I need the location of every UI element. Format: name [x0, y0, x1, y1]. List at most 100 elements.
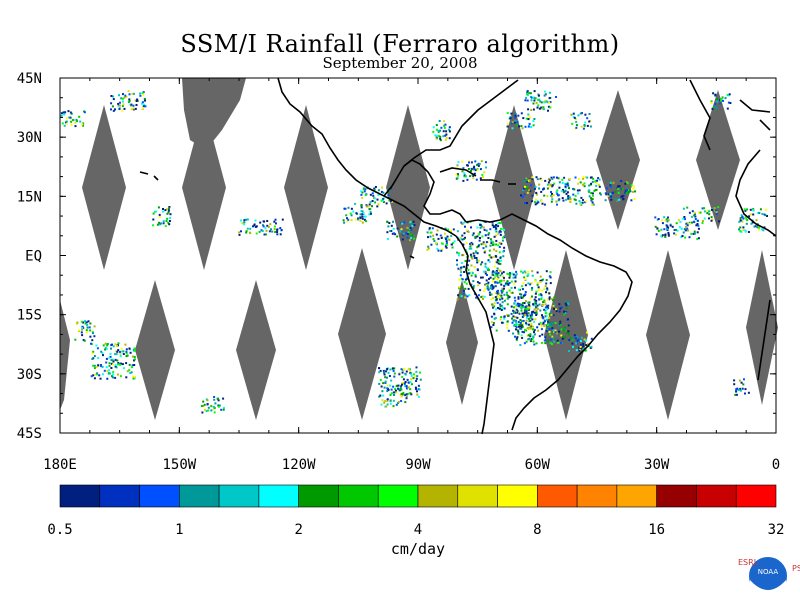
rain-pixel — [484, 265, 487, 268]
rain-pixel — [487, 267, 490, 270]
rain-pixel — [526, 314, 529, 317]
rain-pixel — [486, 287, 489, 290]
rain-pixel — [404, 232, 407, 235]
rain-pixel — [111, 343, 113, 346]
rain-pixel — [585, 200, 588, 203]
rain-pixel — [529, 189, 532, 192]
rain-pixel — [517, 297, 520, 300]
rain-pixel — [386, 398, 389, 401]
rain-pixel — [155, 210, 157, 213]
rain-pixel — [560, 190, 563, 193]
rain-pixel — [128, 93, 131, 96]
rain-pixel — [469, 175, 472, 178]
rain-pixel — [527, 306, 530, 309]
rain-pixel — [460, 221, 463, 224]
rain-pixel — [110, 347, 112, 350]
rain-pixel — [409, 221, 412, 224]
rain-pixel — [570, 337, 572, 339]
rain-pixel — [476, 169, 479, 172]
rain-pixel — [493, 235, 496, 238]
rain-pixel — [450, 243, 453, 246]
rain-pixel — [766, 215, 768, 217]
rain-pixel — [527, 338, 530, 341]
rain-pixel — [535, 309, 538, 312]
rain-pixel — [534, 292, 537, 295]
rain-pixel — [360, 190, 363, 193]
rain-pixel — [527, 334, 530, 337]
rain-pixel — [494, 229, 497, 232]
rain-pixel — [470, 167, 473, 170]
rain-pixel — [711, 107, 714, 110]
rain-pixel — [489, 293, 492, 296]
rain-pixel — [515, 338, 518, 341]
rain-pixel — [598, 178, 601, 181]
rain-pixel — [508, 295, 511, 298]
rain-pixel — [109, 355, 112, 358]
rain-pixel — [133, 358, 136, 361]
rain-pixel — [91, 358, 94, 360]
rain-pixel — [385, 400, 388, 402]
rain-pixel — [520, 326, 523, 329]
rain-pixel — [276, 228, 279, 231]
rain-pixel — [579, 343, 582, 346]
rain-pixel — [255, 225, 258, 228]
rain-pixel — [468, 294, 471, 297]
rain-pixel — [549, 276, 552, 279]
rain-pixel — [481, 261, 484, 264]
rain-pixel — [522, 312, 525, 315]
rain-pixel — [409, 368, 411, 371]
rain-pixel — [548, 91, 551, 94]
rain-pixel — [524, 125, 527, 128]
no-data-swaths — [60, 78, 778, 420]
rain-pixel — [144, 99, 146, 102]
rain-pixel — [527, 303, 530, 306]
rain-pixel — [388, 189, 391, 192]
rain-pixel — [129, 351, 132, 354]
rain-pixel — [119, 350, 121, 353]
rain-pixel — [93, 325, 96, 328]
rain-pixel — [599, 193, 602, 196]
rain-pixel — [444, 134, 447, 137]
rain-pixel — [755, 219, 758, 222]
rain-pixel — [575, 121, 578, 123]
rain-pixel — [566, 191, 569, 194]
rain-pixel — [476, 235, 479, 238]
rain-pixel — [527, 317, 530, 320]
rain-pixel — [470, 226, 472, 229]
rain-pixel — [537, 288, 540, 291]
rain-pixel — [500, 242, 503, 245]
rain-pixel — [438, 120, 441, 122]
rain-pixel — [499, 233, 502, 236]
rain-pixel — [427, 247, 430, 250]
rain-pixel — [93, 364, 96, 367]
rain-pixel — [538, 293, 541, 296]
rain-pixel — [92, 374, 95, 377]
rain-pixel — [520, 112, 523, 115]
rain-pixel — [417, 384, 420, 387]
rain-pixel — [400, 388, 403, 391]
rain-pixel — [372, 194, 375, 197]
rain-pixel — [489, 244, 492, 247]
rain-pixel — [246, 227, 249, 230]
rain-pixel — [491, 273, 494, 276]
rain-pixel — [666, 220, 669, 223]
rain-pixel — [274, 218, 277, 221]
rain-pixel — [112, 360, 115, 363]
rain-pixel — [660, 228, 663, 231]
colorbar-swatch — [417, 484, 459, 508]
map-title: SSM/I Rainfall (Ferraro algorithm) — [180, 30, 620, 58]
rain-pixel — [393, 372, 396, 375]
rain-pixel — [567, 324, 570, 327]
rain-pixel — [121, 105, 124, 107]
rain-pixel — [540, 296, 543, 299]
rain-pixel — [665, 224, 668, 227]
rain-pixel — [527, 270, 530, 273]
rain-pixel — [590, 199, 593, 202]
rain-pixel — [527, 312, 530, 315]
rain-pixel — [501, 304, 503, 307]
rain-pixel — [432, 234, 435, 237]
rain-pixel — [475, 250, 477, 253]
rain-pixel — [530, 184, 532, 187]
rain-pixel — [533, 90, 536, 93]
rain-pixel — [447, 228, 450, 231]
